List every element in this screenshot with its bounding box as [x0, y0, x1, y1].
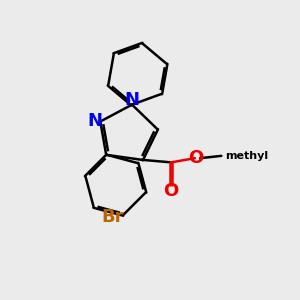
Text: O: O: [164, 182, 179, 200]
Text: O: O: [188, 149, 203, 167]
Text: methyl: methyl: [225, 151, 268, 161]
Text: N: N: [88, 112, 103, 130]
Text: N: N: [124, 91, 139, 109]
Text: Br: Br: [101, 208, 124, 226]
